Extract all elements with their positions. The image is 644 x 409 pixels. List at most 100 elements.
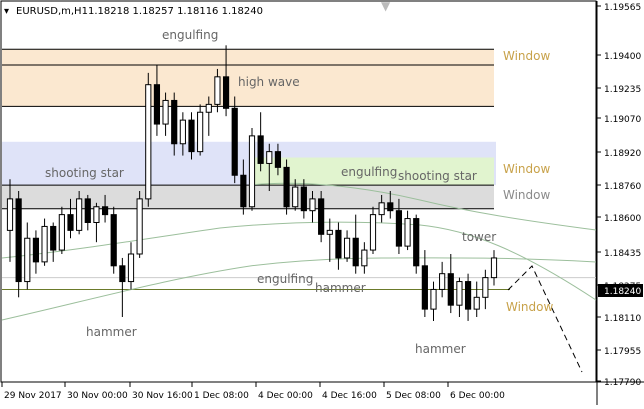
candle: [50, 222, 57, 262]
candle-body: [76, 198, 83, 231]
ma-long-line: [1, 257, 597, 321]
candle: [439, 261, 446, 298]
candle: [318, 191, 325, 243]
candle: [214, 68, 221, 113]
candle-body: [456, 281, 463, 306]
y-tick-label: 1.18110: [604, 314, 641, 324]
candle: [274, 143, 282, 176]
candle: [378, 194, 385, 223]
candle: [482, 269, 489, 310]
candle-body: [58, 214, 65, 251]
y-tick-label: 1.19400: [604, 52, 641, 62]
x-tick-label: 30 Nov 16:00: [132, 391, 193, 401]
candle: [300, 179, 307, 219]
candle-body: [205, 103, 212, 113]
candle: [136, 191, 143, 258]
candle: [464, 273, 472, 321]
candle-body: [171, 99, 178, 145]
candle: [162, 92, 169, 136]
candle: [41, 218, 48, 266]
y-tick-label: 1.18435: [604, 249, 641, 259]
candle: [421, 250, 428, 317]
candle: [292, 179, 299, 211]
candle-body: [127, 253, 135, 283]
candle-body: [110, 214, 117, 267]
candle: [361, 242, 368, 274]
candle-body: [343, 237, 351, 259]
annotation-window: Window: [503, 49, 551, 63]
candle-body: [490, 257, 498, 279]
annotation-hammer: hammer: [86, 325, 137, 339]
candle-body: [119, 265, 126, 283]
candle-body: [309, 198, 316, 212]
candle-body: [153, 84, 161, 125]
candle: [266, 143, 273, 191]
candle-body: [214, 76, 221, 105]
candle-body: [179, 119, 186, 145]
candle-body: [318, 198, 325, 235]
candle: [127, 242, 135, 290]
candle-body: [101, 206, 109, 216]
candle-body: [231, 107, 238, 176]
candle: [222, 45, 230, 117]
candle: [283, 159, 290, 215]
candle: [76, 191, 83, 235]
candle-body: [24, 237, 31, 283]
candle-body: [300, 186, 307, 212]
candle: [447, 254, 454, 314]
candle-body: [197, 111, 204, 153]
candle: [413, 214, 420, 274]
y-tick-label: 1.18760: [604, 182, 641, 192]
candle-body: [439, 273, 446, 290]
candle: [119, 257, 126, 317]
annotation-engulfing: engulfing: [341, 165, 397, 179]
candle-body: [145, 84, 152, 200]
x-tick-label: 6 Dec 00:00: [450, 391, 505, 401]
candle-body: [41, 225, 48, 263]
candle-body: [378, 202, 385, 216]
y-tick-label: 1.18920: [604, 149, 641, 159]
candle-body: [430, 288, 437, 310]
candle: [145, 72, 152, 207]
candle-body: [266, 151, 273, 164]
annotation-tower: tower: [462, 230, 496, 244]
candle: [171, 92, 178, 156]
annotation-engulfing: engulfing: [257, 272, 313, 286]
candle-body: [6, 198, 14, 231]
candle-body: [248, 135, 256, 208]
candle-body: [404, 218, 411, 247]
dropdown-icon[interactable]: ▾: [4, 6, 9, 17]
candle-body: [50, 225, 57, 251]
annotation-high-wave: high wave: [238, 75, 300, 89]
chart-shift-icon[interactable]: ▼: [381, 0, 391, 13]
candle: [24, 222, 31, 290]
candle-body: [67, 214, 74, 231]
annotation-engulfing: engulfing: [162, 28, 218, 42]
y-tick-label: 1.19070: [604, 115, 641, 125]
x-tick-label: 4 Dec 00:00: [258, 391, 313, 401]
candle-body: [222, 76, 230, 109]
candle-body: [413, 218, 420, 267]
candle-body: [257, 135, 264, 164]
candles-layer: [6, 45, 498, 321]
candle: [430, 281, 437, 321]
candle-body: [352, 237, 359, 267]
candle: [352, 214, 359, 274]
candle-body: [326, 229, 333, 235]
y-tick-label: 1.17955: [604, 347, 641, 357]
x-tick-label: 1 Dec 08:00: [194, 391, 249, 401]
candle-body: [292, 186, 299, 208]
candle-body: [15, 198, 22, 283]
candle: [153, 65, 161, 136]
candle: [395, 198, 403, 254]
candle-body: [447, 273, 454, 306]
candle: [248, 128, 256, 211]
candle: [240, 159, 247, 215]
candle-body: [84, 198, 91, 223]
candle: [188, 112, 195, 160]
candle: [15, 191, 22, 298]
y-tick-label: 1.19565: [604, 3, 641, 13]
candle: [205, 96, 212, 136]
